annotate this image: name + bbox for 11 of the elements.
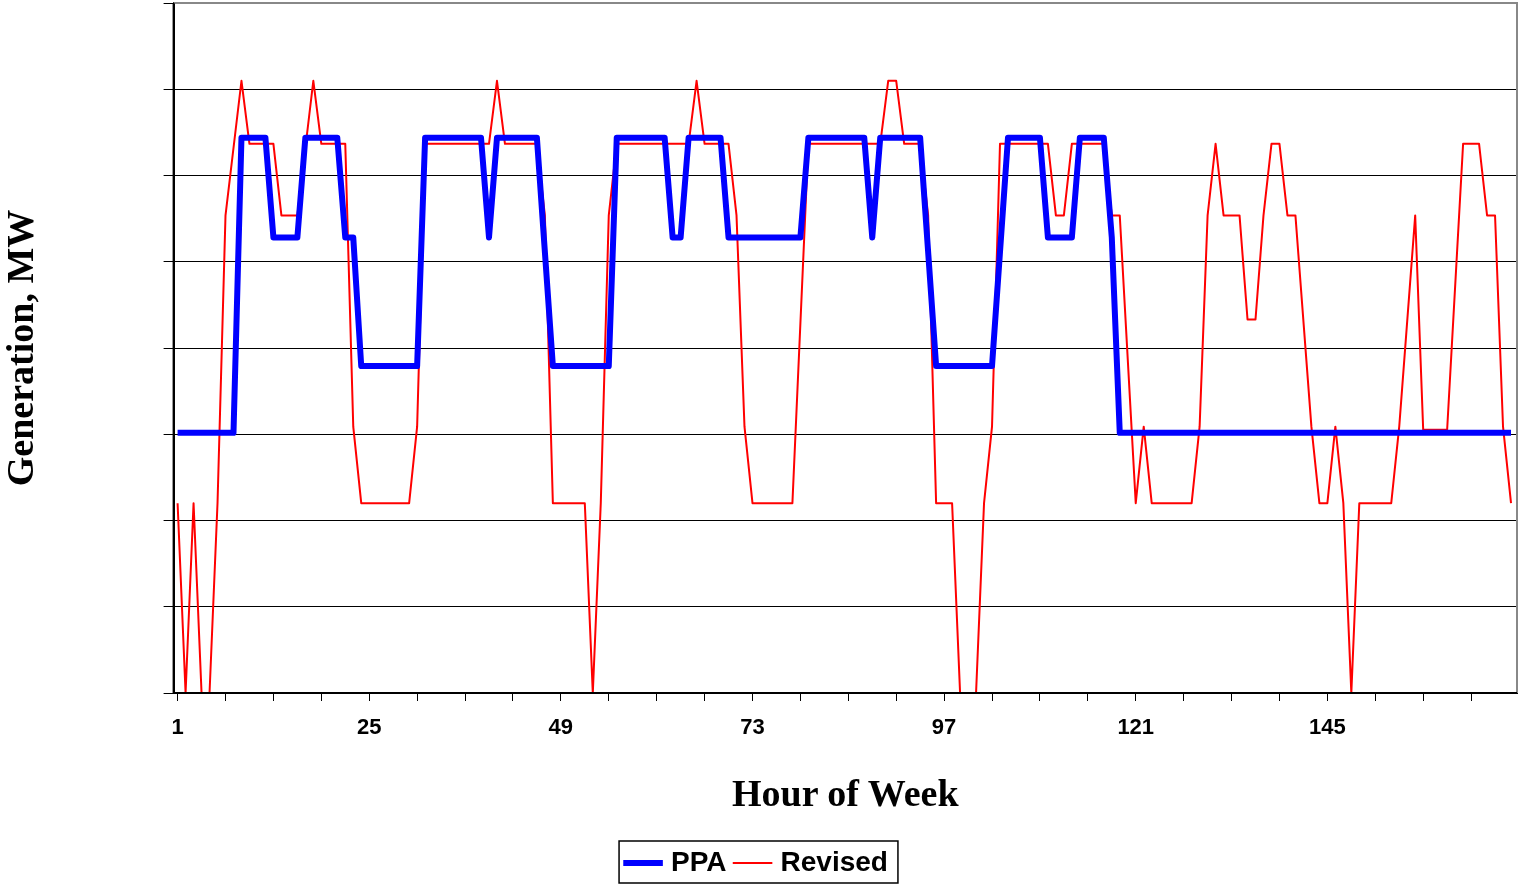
x-tick-label: 1 bbox=[171, 714, 184, 740]
legend-label: PPA bbox=[671, 845, 727, 877]
y-axis-title: Generation, MW bbox=[0, 209, 41, 487]
legend-label: Revised bbox=[780, 845, 888, 877]
x-tick-label: 145 bbox=[1309, 714, 1346, 740]
x-tick-label: 73 bbox=[740, 714, 765, 740]
x-tick-label: 121 bbox=[1117, 714, 1155, 740]
x-tick-label: 49 bbox=[548, 714, 574, 740]
x-axis-title: Hour of Week bbox=[732, 772, 960, 815]
x-tick-label: 97 bbox=[931, 714, 957, 740]
x-tick-label: 25 bbox=[356, 714, 382, 740]
